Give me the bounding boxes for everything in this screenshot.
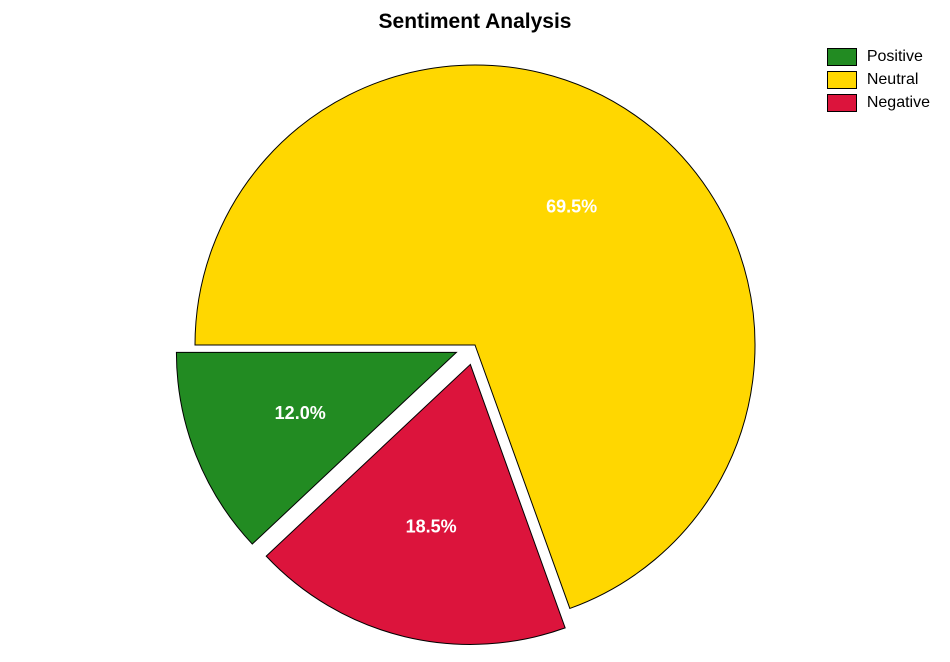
legend-swatch-positive xyxy=(827,48,857,66)
chart-container: Sentiment Analysis 69.5%12.0%18.5% Posit… xyxy=(0,0,950,662)
legend-label-negative: Negative xyxy=(867,94,930,112)
legend-swatch-negative xyxy=(827,94,857,112)
legend-swatch-neutral xyxy=(827,71,857,89)
slice-label-neutral: 69.5% xyxy=(546,196,597,216)
legend-item: Neutral xyxy=(827,71,930,89)
legend-item: Negative xyxy=(827,94,930,112)
legend-label-neutral: Neutral xyxy=(867,71,919,89)
slice-label-positive: 12.0% xyxy=(275,403,326,423)
slice-label-negative: 18.5% xyxy=(406,517,457,537)
legend-item: Positive xyxy=(827,48,930,66)
pie-chart: 69.5% 12.0% 18.5% xyxy=(0,0,950,662)
legend-label-positive: Positive xyxy=(867,48,923,66)
legend: Positive Neutral Negative xyxy=(827,48,930,117)
